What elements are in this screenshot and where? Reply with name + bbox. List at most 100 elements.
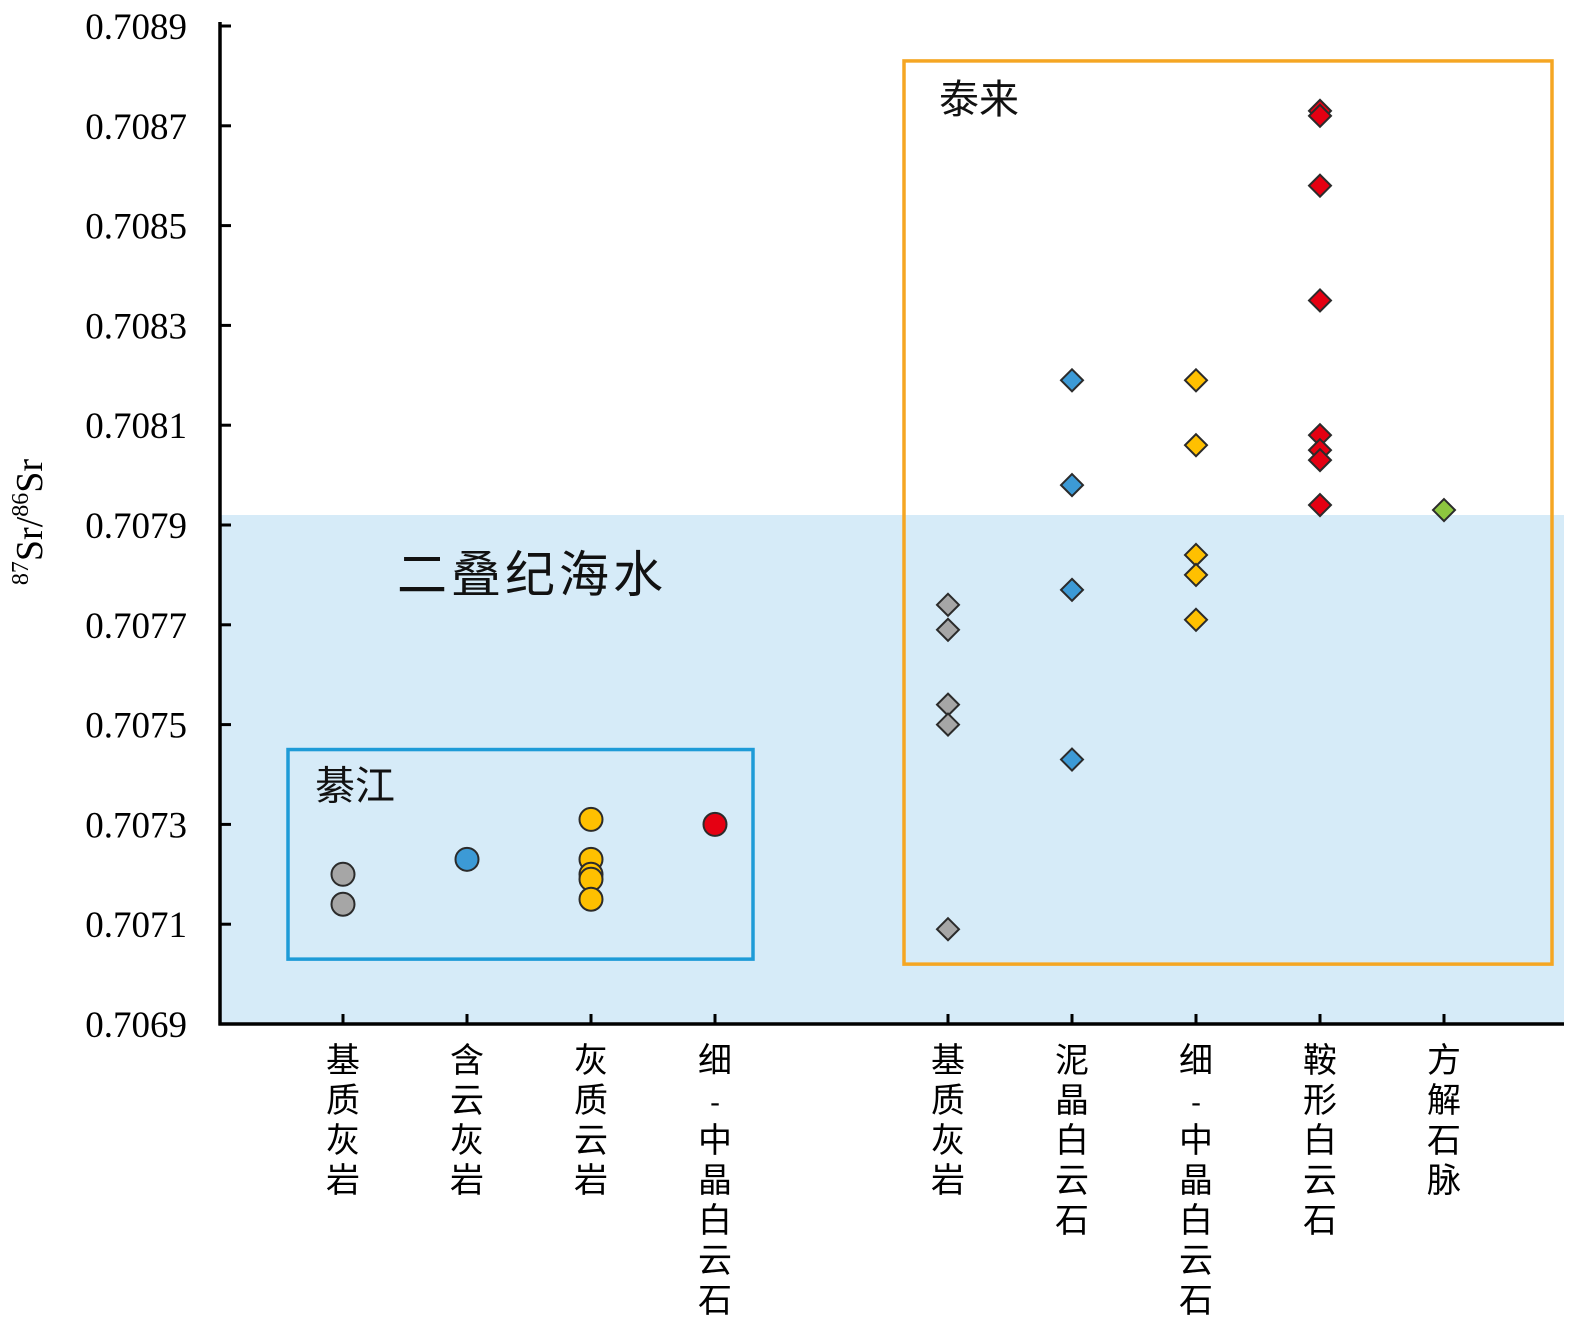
data-point-diamond	[935, 592, 961, 618]
data-point-diamond	[935, 617, 961, 643]
category-label-char: 解	[1427, 1081, 1461, 1121]
data-point-diamond	[1307, 173, 1333, 199]
data-point-diamond	[1059, 747, 1085, 772]
category-label-char: -	[1191, 1086, 1201, 1119]
category-label-char: 白	[698, 1201, 732, 1241]
category-label-char: 灰	[450, 1121, 484, 1161]
data-point-diamond	[1059, 367, 1085, 393]
data-point-circle	[330, 861, 356, 887]
y-axis-label-sup1: 87	[8, 561, 34, 585]
category-label-char: 白	[1055, 1121, 1089, 1161]
data-point-diamond	[1183, 562, 1209, 588]
category-label-char: 含	[450, 1041, 484, 1081]
category-label-char: 云	[1179, 1241, 1213, 1281]
category-label-char: 灰	[931, 1121, 965, 1161]
category-label-char: 晶	[698, 1161, 732, 1201]
category-label-char: 脉	[1427, 1161, 1461, 1201]
category-label-char: 泥	[1055, 1041, 1089, 1081]
data-point-diamond	[1059, 577, 1085, 603]
category-label-char: 云	[1303, 1161, 1337, 1201]
data-point-diamond	[1307, 447, 1333, 473]
category-label-char: 形	[1303, 1081, 1337, 1121]
y-tick-label: 0.7073	[85, 805, 187, 846]
category-label-char: 基	[326, 1041, 360, 1081]
category-label-8: 方解石脉	[1427, 1041, 1461, 1201]
category-label-char: 晶	[1055, 1081, 1089, 1121]
data-point-diamond	[1183, 607, 1209, 633]
data-point-diamond	[1183, 432, 1209, 458]
category-label-char: 基	[931, 1041, 965, 1081]
category-label-char: 灰	[326, 1121, 360, 1161]
category-label-char: -	[710, 1086, 720, 1119]
category-label-char: 石	[698, 1281, 732, 1318]
data-point-diamond	[935, 916, 961, 942]
region-label-1: 泰来	[939, 77, 1019, 123]
category-label-char: 中	[1179, 1121, 1213, 1161]
category-label-char: 质	[326, 1081, 360, 1121]
seawater-band	[220, 515, 1564, 1024]
y-tick-label: 0.7081	[85, 406, 187, 447]
category-label-char: 岩	[574, 1161, 608, 1201]
category-label-char: 云	[574, 1121, 608, 1161]
category-label-char: 质	[574, 1081, 608, 1121]
category-label-char: 石	[1303, 1201, 1337, 1241]
y-tick-label: 0.7089	[85, 7, 187, 48]
category-label-3: 细 -中晶白云石	[698, 1041, 732, 1318]
data-point-circle	[454, 846, 480, 872]
seawater-label: 二叠纪海水	[397, 546, 667, 604]
category-label-char: 云	[450, 1081, 484, 1121]
region-box-1	[902, 59, 1554, 966]
category-label-char: 方	[1427, 1041, 1461, 1081]
category-label-0: 基质灰岩	[326, 1041, 360, 1201]
y-tick-label: 0.7079	[85, 506, 187, 547]
category-label-char: 石	[1427, 1121, 1461, 1161]
category-label-char: 细	[698, 1041, 732, 1081]
category-label-char: 灰	[574, 1041, 608, 1081]
category-label-6: 细 -中晶白云石	[1179, 1041, 1213, 1318]
region-box-0	[286, 747, 755, 961]
y-axis-label-mid: Sr/	[9, 516, 51, 561]
category-label-2: 灰质云岩	[574, 1041, 608, 1201]
category-label-char: 鞍	[1303, 1041, 1337, 1081]
category-label-5: 泥晶白云石	[1055, 1041, 1089, 1241]
y-axis-label: 87Sr/86Sr	[8, 459, 51, 585]
data-point-diamond	[935, 712, 961, 738]
data-point-diamond	[1059, 472, 1085, 498]
category-label-4: 基质灰岩	[931, 1041, 965, 1201]
data-point-circle	[578, 806, 604, 832]
data-point-circle	[330, 891, 356, 917]
category-label-char: 岩	[931, 1161, 965, 1201]
category-label-char: 细	[1179, 1041, 1213, 1081]
category-label-char: 中	[698, 1121, 732, 1161]
region-label-0: 綦江	[315, 764, 395, 810]
data-point-diamond	[1431, 497, 1457, 523]
category-label-char: 白	[1179, 1201, 1213, 1241]
data-point-circle	[578, 886, 604, 912]
data-point-diamond	[1307, 103, 1333, 129]
category-label-char: 石	[1179, 1281, 1213, 1318]
category-label-char: 云	[698, 1241, 732, 1281]
y-tick-label: 0.7069	[85, 1005, 187, 1046]
data-point-circle	[702, 811, 728, 837]
category-label-char: 石	[1055, 1201, 1089, 1241]
y-axis-label-sup2: 86	[8, 493, 34, 517]
y-tick-label: 0.7071	[85, 905, 187, 946]
category-label-7: 鞍形白云石	[1303, 1041, 1337, 1241]
data-point-diamond	[1183, 367, 1209, 393]
y-tick-label: 0.7075	[85, 706, 187, 747]
y-tick-label: 0.7077	[85, 606, 187, 647]
data-point-diamond	[1307, 492, 1333, 518]
y-tick-label: 0.7083	[85, 306, 187, 347]
y-tick-label: 0.7087	[85, 107, 187, 148]
category-label-char: 质	[931, 1081, 965, 1121]
category-label-char: 晶	[1179, 1161, 1213, 1201]
data-point-diamond	[1307, 288, 1333, 313]
y-axis-label-post: Sr	[9, 459, 51, 493]
category-label-char: 岩	[326, 1161, 360, 1201]
category-label-char: 白	[1303, 1121, 1337, 1161]
category-label-char: 岩	[450, 1161, 484, 1201]
category-label-char: 云	[1055, 1161, 1089, 1201]
y-tick-label: 0.7085	[85, 207, 187, 248]
category-label-1: 含云灰岩	[450, 1041, 484, 1201]
